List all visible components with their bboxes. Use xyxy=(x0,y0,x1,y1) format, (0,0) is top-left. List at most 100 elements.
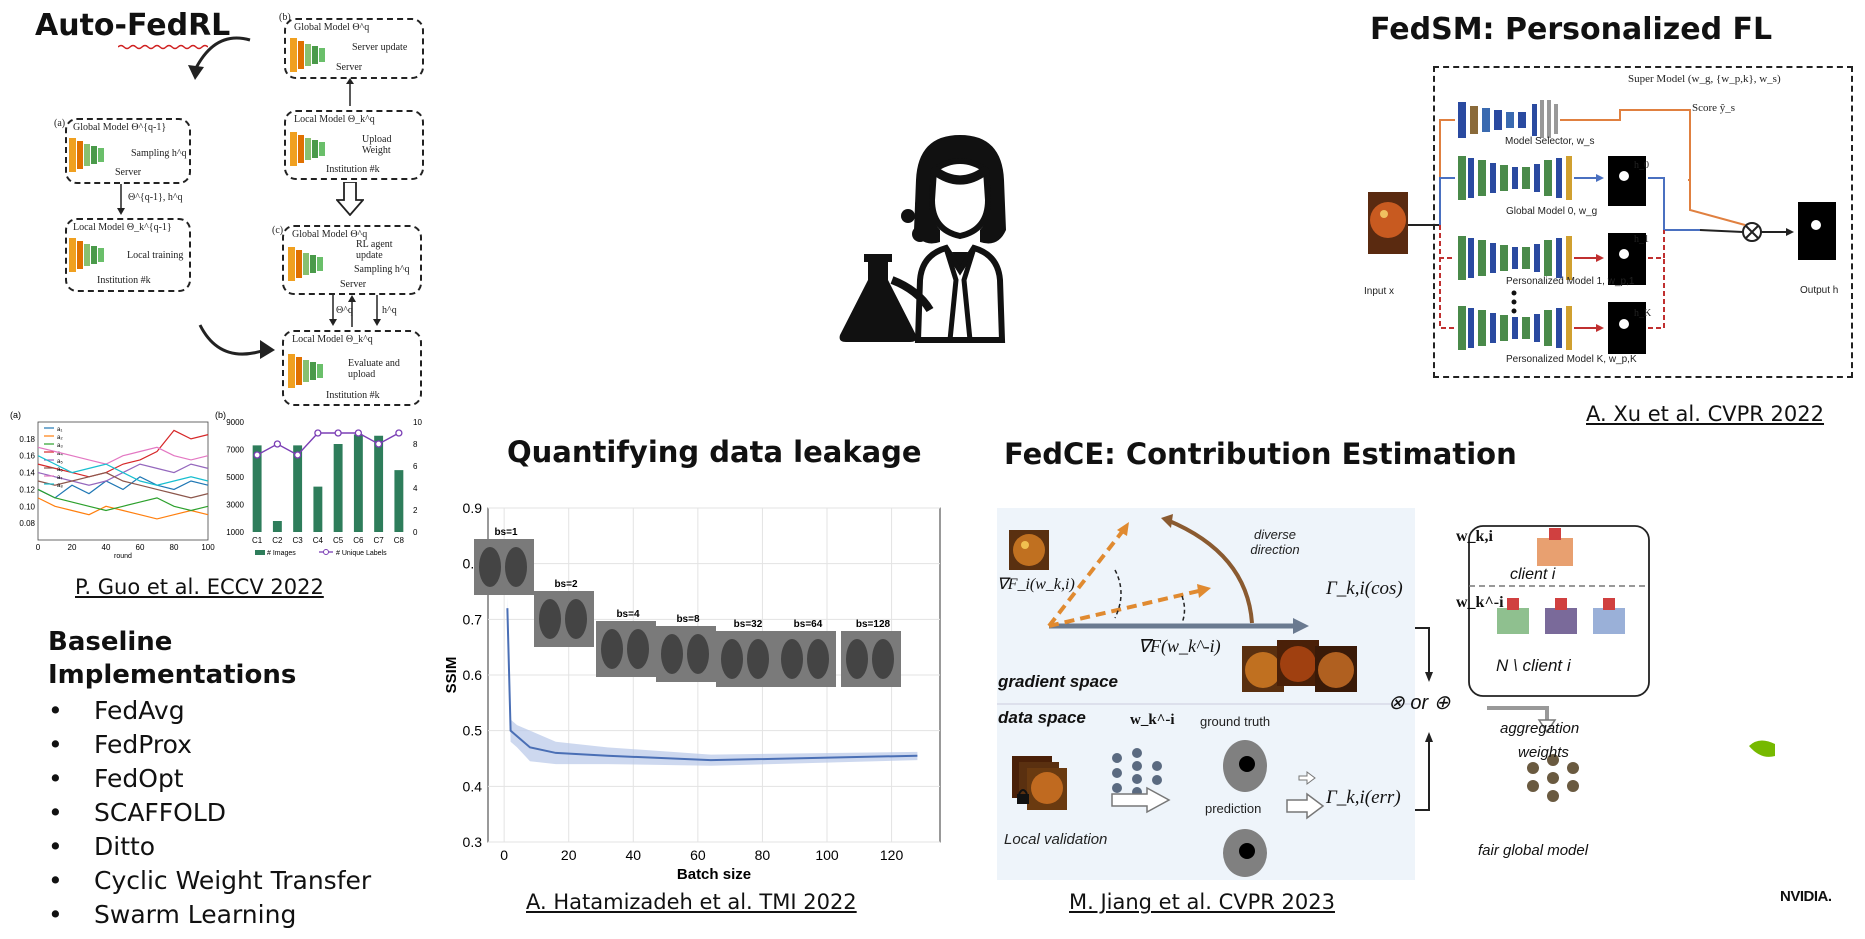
spellcheck-underline xyxy=(118,44,208,50)
lung-left xyxy=(479,547,501,587)
bullet-icon: • xyxy=(48,866,63,895)
baseline-item: • FedOpt xyxy=(48,762,371,796)
y-tick-label: 0.10 xyxy=(19,502,35,511)
lung-left xyxy=(601,629,623,669)
global-model-0-label: Global Model 0, w_g xyxy=(1506,206,1598,217)
diverse-direction-label: diverse direction xyxy=(1250,527,1300,557)
baseline-item: • Cyclic Weight Transfer xyxy=(48,864,371,898)
arrow-up-icon xyxy=(346,78,354,106)
baseline-item-label: SCAFFOLD xyxy=(94,798,227,827)
line-point xyxy=(293,451,302,459)
server-c-label: Server xyxy=(340,279,367,290)
xray-thumbnail: bs=4 xyxy=(596,609,656,677)
grad-fi-label: ∇F_i(w_k,i) xyxy=(997,576,1075,593)
global-model-label: Global Model Θ^q xyxy=(294,22,370,33)
autofedrl-title: Auto-FedRL xyxy=(35,8,231,43)
bullet-icon: • xyxy=(48,696,63,725)
baseline-item: • Swarm Learning xyxy=(48,898,371,932)
lung-right xyxy=(747,639,769,679)
x-tick-label: 40 xyxy=(625,847,641,863)
upload-weight-label: Upload Weight xyxy=(362,134,392,156)
baseline-list: • FedAvg • FedProx • FedOpt • SCAFFOLD • Ditto • Cy… xyxy=(48,694,371,932)
series-line xyxy=(506,608,918,762)
line-point xyxy=(354,429,363,437)
legend-marker xyxy=(323,549,329,555)
baseline-item: • FedAvg xyxy=(48,694,371,728)
legend-label: a₇ xyxy=(57,475,62,481)
y-tick-label: 0.7 xyxy=(463,611,483,627)
fedsm-super-model-box xyxy=(1433,66,1853,378)
gradient-space-label: gradient space xyxy=(998,672,1118,691)
arrow-a-label: Θ^{q-1}, h^q xyxy=(128,192,183,203)
thumbnail-label: bs=8 xyxy=(676,614,700,625)
network-icon xyxy=(288,354,323,388)
x-tick-label: C8 xyxy=(394,536,405,545)
weights-label: weights xyxy=(1518,744,1569,761)
baseline-section: Baseline Implementations • FedAvg • FedProx… xyxy=(48,626,371,932)
series-line xyxy=(37,429,209,478)
x-tick-label: 100 xyxy=(201,543,215,552)
bullet-icon: • xyxy=(48,900,63,929)
nvidia-logo: NVIDIA. xyxy=(1780,888,1832,905)
baseline-item: • Ditto xyxy=(48,830,371,864)
series-line xyxy=(37,471,209,499)
y-tick-label: 0.12 xyxy=(19,485,35,494)
x-axis-label: round xyxy=(114,553,132,560)
legend-label: a₆ xyxy=(57,467,63,473)
super-model-label: Super Model (w_g, {w_p,k}, w_s) xyxy=(1628,73,1781,85)
arrow-theta-label: Θ^q xyxy=(336,305,353,316)
output-h-label: Output h xyxy=(1800,285,1839,296)
institution-label: Institution #k xyxy=(326,164,380,175)
x-tick-label: 20 xyxy=(68,543,77,552)
personalized-1-label: Personalized Model 1, w_p,1 xyxy=(1506,276,1635,287)
autofedrl-citation[interactable]: P. Guo et al. ECCV 2022 xyxy=(75,575,324,599)
bullet-icon: • xyxy=(48,730,63,759)
xray-thumbnail: bs=8 xyxy=(656,614,716,682)
network-icon xyxy=(69,238,104,272)
x-tick-label: 60 xyxy=(690,847,706,863)
server-label: Server xyxy=(336,62,363,73)
leakage-citation[interactable]: A. Hatamizadeh et al. TMI 2022 xyxy=(526,890,857,914)
institution-label: Institution #k xyxy=(326,390,380,401)
line-point xyxy=(374,440,383,448)
scientist-icon xyxy=(839,135,1006,343)
baseline-item-label: Cyclic Weight Transfer xyxy=(94,866,372,895)
cycle-arrow-top-icon xyxy=(188,36,251,80)
y-tick-label: 3000 xyxy=(226,501,244,510)
arrow-hq-label: h^q xyxy=(382,305,397,316)
x-tick-label: 40 xyxy=(102,543,111,552)
bar xyxy=(394,470,404,532)
fair-global-label: fair global model xyxy=(1478,842,1589,859)
lung-right xyxy=(505,547,527,587)
xray-thumbnail: bs=1 xyxy=(474,527,534,595)
bullet-icon: • xyxy=(48,832,63,861)
arrows-theta-hq-icon xyxy=(329,295,381,327)
fedce-citation[interactable]: M. Jiang et al. CVPR 2023 xyxy=(1069,890,1335,914)
y-right-tick-label: 8 xyxy=(413,440,418,449)
legend-swatch xyxy=(255,550,265,555)
y-right-tick-label: 2 xyxy=(413,506,418,515)
cycle-arrow-bottom-icon xyxy=(198,324,275,359)
local-training-box: Local Model Θ_k^{q-1} Local training Ins… xyxy=(65,218,191,292)
model-selector-label: Model Selector, w_s xyxy=(1505,136,1595,147)
confidence-band xyxy=(507,597,918,766)
y-tick-label: 0.16 xyxy=(19,452,35,461)
global-model-box-a: Global Model Θ^{q-1} Sampling h^q Server xyxy=(65,118,191,184)
global-model-a-label: Global Model Θ^{q-1} xyxy=(73,122,167,133)
xray-thumbnail: bs=128 xyxy=(841,619,901,687)
ground-truth-label: ground truth xyxy=(1200,714,1271,729)
fedsm-citation[interactable]: A. Xu et al. CVPR 2022 xyxy=(1586,402,1825,426)
lung-left xyxy=(721,639,743,679)
y-tick-label: 7000 xyxy=(226,446,244,455)
baseline-item-label: FedOpt xyxy=(94,764,184,793)
y-tick-label: 5000 xyxy=(226,473,244,482)
n-client-i-label: N \ client i xyxy=(1496,656,1571,675)
y-tick-label: 0.14 xyxy=(19,469,35,478)
y-tick-label: 0.18 xyxy=(19,435,35,444)
network-icon xyxy=(69,138,104,172)
legend-label: a₅ xyxy=(57,459,63,465)
local-model-c-label: Local Model Θ_k^q xyxy=(292,334,373,345)
h1-label: h_1 xyxy=(1634,234,1649,245)
thumbnail-label: bs=2 xyxy=(554,579,578,590)
y-right-tick-label: 0 xyxy=(413,528,418,537)
